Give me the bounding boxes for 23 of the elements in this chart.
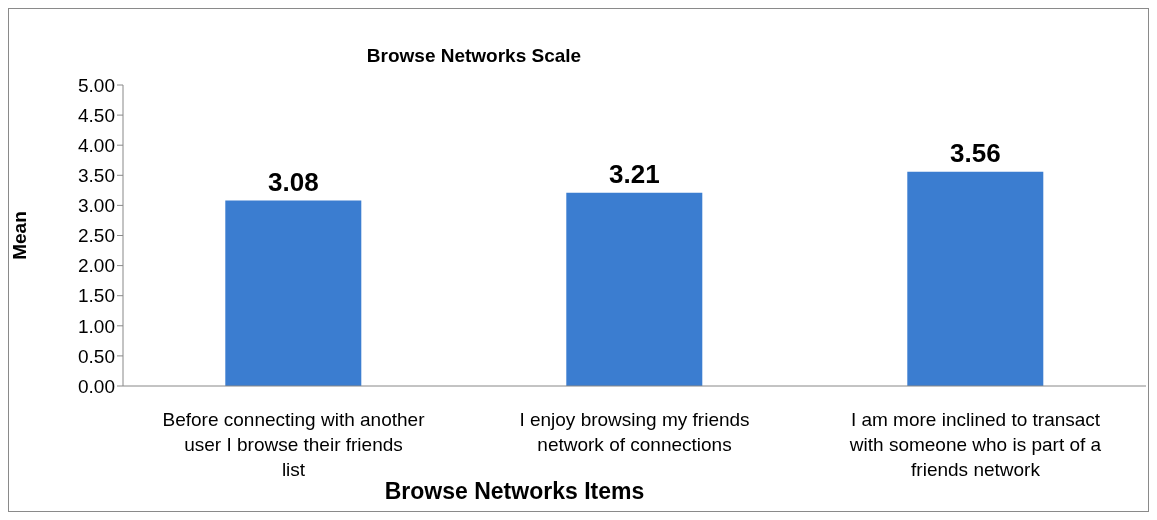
x-tick-label: Before connecting with another user I browse their friends list (162, 409, 426, 480)
x-axis-title: Browse Networks Items (384, 478, 645, 504)
x-tick-label: I enjoy browsing my friends network of connections (519, 409, 750, 455)
y-tick-label: 4.00 (78, 134, 115, 156)
bar (225, 200, 362, 386)
y-tick-label: 1.00 (78, 315, 115, 337)
y-tick-label: 3.50 (78, 165, 115, 187)
y-tick-label: 2.50 (78, 225, 115, 247)
y-tick-label: 0.50 (78, 345, 115, 367)
x-tick-label: I am more inclined to transact with someone who is part of a friends network (848, 409, 1102, 480)
y-tick-label: 5.00 (78, 74, 115, 96)
bar (566, 192, 703, 386)
y-tick-label: 2.00 (78, 255, 115, 277)
chart-title: Browse Networks Scale (365, 45, 583, 67)
y-tick-label: 4.50 (78, 104, 115, 126)
y-tick-label: 0.00 (78, 375, 115, 397)
data-label: 3.21 (609, 158, 660, 189)
y-tick-label: 1.50 (78, 285, 115, 307)
bar (907, 171, 1044, 386)
data-label: 3.08 (268, 166, 319, 197)
y-axis-title: Mean (8, 211, 30, 260)
y-tick-label: 3.00 (78, 195, 115, 217)
data-label: 3.56 (950, 137, 1001, 168)
